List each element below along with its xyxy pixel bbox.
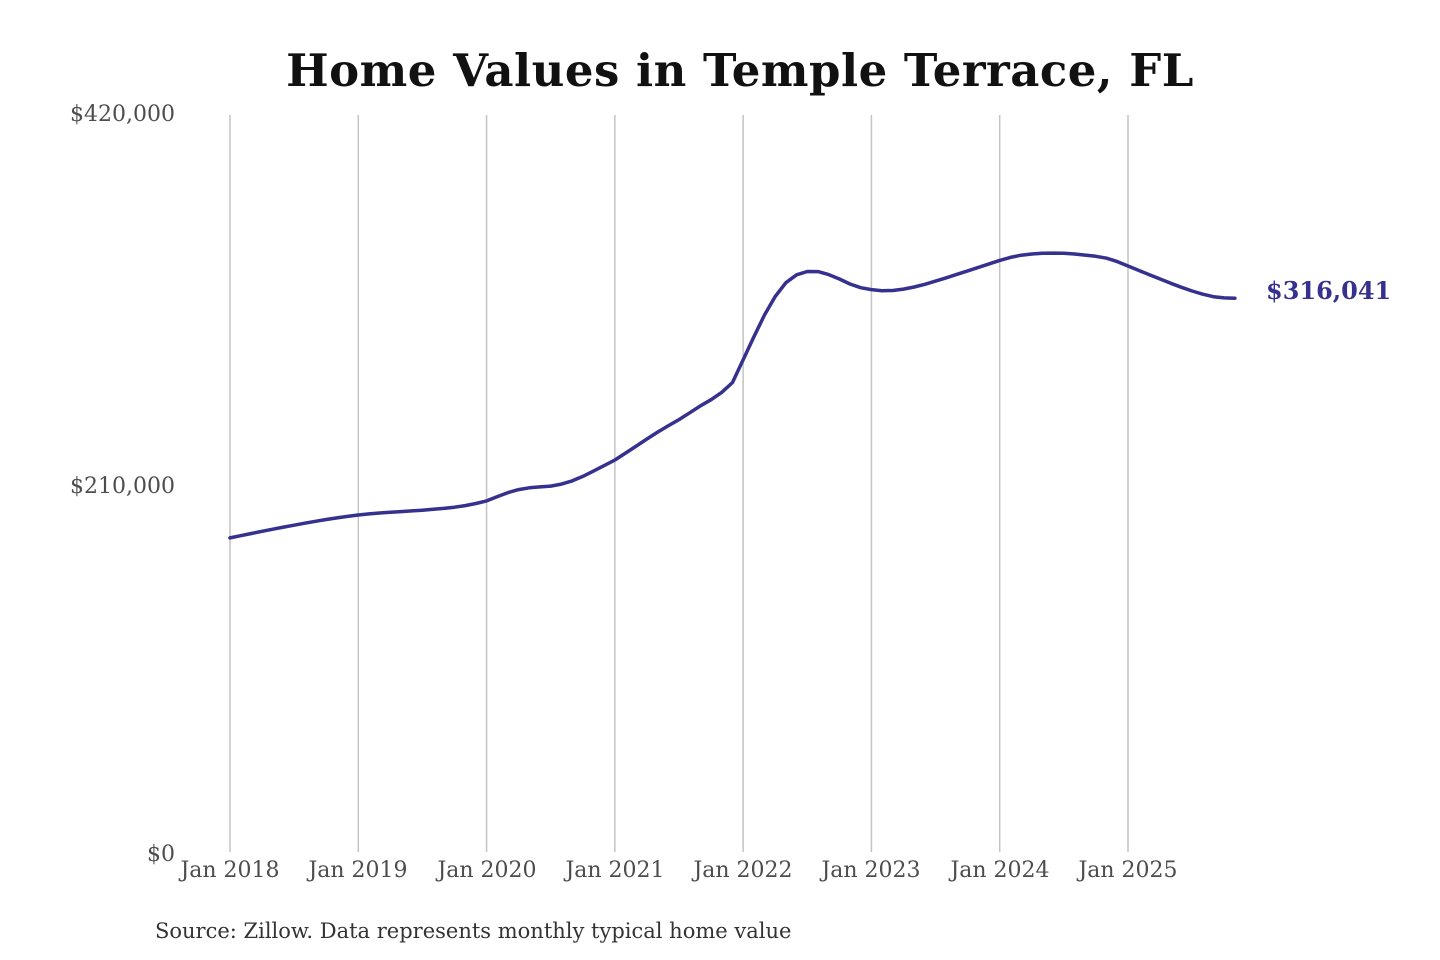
home-value-line bbox=[228, 251, 1237, 540]
source-attribution: Source: Zillow. Data represents monthly … bbox=[155, 919, 792, 943]
x-axis-tick-jan-2022: Jan 2022 bbox=[693, 858, 793, 883]
x-axis-tick-jan-2023: Jan 2023 bbox=[821, 858, 921, 883]
x-axis-tick-jan-2018: Jan 2018 bbox=[180, 858, 280, 883]
x-axis-tick-jan-2019: Jan 2019 bbox=[308, 858, 408, 883]
x-axis-tick-jan-2025: Jan 2025 bbox=[1078, 858, 1178, 883]
x-axis-tick-jan-2020: Jan 2020 bbox=[437, 858, 537, 883]
current-value-label: $316,041 bbox=[1266, 276, 1392, 305]
y-axis-tick-0: $0 bbox=[147, 842, 175, 867]
chart-title: Home Values in Temple Terrace, FL bbox=[286, 44, 1194, 97]
x-axis-tick-jan-2024: Jan 2024 bbox=[950, 858, 1050, 883]
x-axis-tick-jan-2021: Jan 2021 bbox=[565, 858, 665, 883]
y-axis-tick-210000: $210,000 bbox=[70, 474, 175, 499]
y-axis-tick-420000: $420,000 bbox=[70, 102, 175, 127]
